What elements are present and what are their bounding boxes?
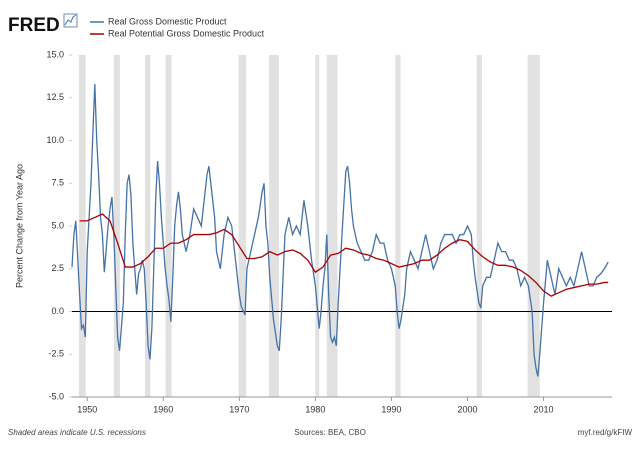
y-tick-label: 12.5 [46,92,64,102]
x-tick-label: 2000 [457,404,477,414]
recession-band [165,55,172,397]
x-tick-label: 1990 [381,404,401,414]
recession-band [476,55,482,397]
x-tick-label: 1970 [229,404,249,414]
y-axis-title: Percent Change from Year Ago [14,164,24,288]
x-tick-label: 1960 [153,404,173,414]
recession-band [113,55,120,397]
y-tick-label: 7.5 [51,178,64,188]
recession-band [326,55,338,397]
footer-sources: Sources: BEA, CBO [294,428,366,437]
recession-band [145,55,151,397]
y-tick-label: -5.0 [48,391,64,401]
recession-band [315,55,320,397]
y-tick-label: 2.5 [51,263,64,273]
y-tick-label: 15.0 [46,49,64,59]
logo-icon-line [64,14,77,26]
legend-label: Real Potential Gross Domestic Product [108,28,265,38]
recession-band [78,55,86,397]
y-tick-label: 5.0 [51,220,64,230]
y-tick-label: 0.0 [51,306,64,316]
y-tick-label: 10.0 [46,135,64,145]
x-tick-label: 1980 [305,404,325,414]
x-tick-label: 1950 [77,404,97,414]
logo: FRED [8,15,60,36]
recession-band [238,55,247,397]
legend-label: Real Gross Domestic Product [108,16,227,26]
footer-note: Shaded areas indicate U.S. recessions [8,428,146,437]
logo-icon [63,13,78,28]
recession-band [268,55,279,397]
series-line [71,84,609,377]
recession-band [395,55,401,397]
y-tick-label: -2.5 [48,349,64,359]
footer-link: myf.red/g/kFIW [578,428,633,437]
series-line [79,213,609,297]
x-tick-label: 2010 [534,404,554,414]
